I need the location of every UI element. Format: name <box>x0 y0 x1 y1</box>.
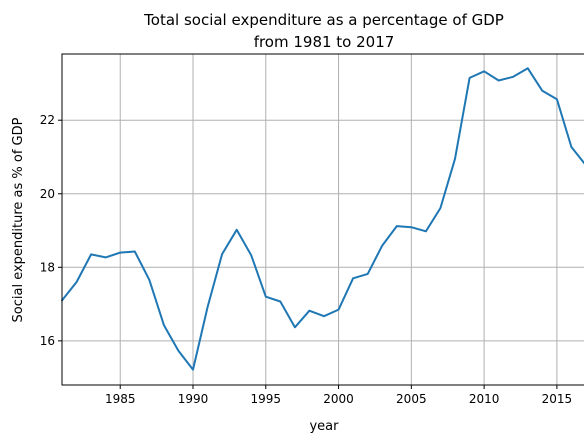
x-tick-label: 2010 <box>469 392 500 406</box>
chart-subtitle: from 1981 to 2017 <box>254 33 395 51</box>
x-tick-label: 1990 <box>178 392 209 406</box>
axis-ticks: 1985 1990 1995 2000 2005 2010 2015 16 18 20 22 <box>40 113 572 406</box>
chart-title: Total social expenditure as a percentage… <box>143 11 504 29</box>
y-axis-label: Social expenditure as % of GDP <box>11 117 26 322</box>
x-tick-label: 1995 <box>251 392 282 406</box>
y-tick-label: 22 <box>40 113 55 127</box>
y-tick-label: 20 <box>40 187 55 201</box>
y-tick-label: 16 <box>40 334 55 348</box>
x-tick-label: 2005 <box>396 392 427 406</box>
x-tick-label: 1985 <box>105 392 136 406</box>
series-line <box>61 67 584 371</box>
grid <box>62 54 584 385</box>
x-axis-label: year <box>309 419 339 434</box>
series-layer <box>61 67 584 371</box>
x-tick-label: 2000 <box>323 392 354 406</box>
x-tick-label: 2015 <box>542 392 573 406</box>
plot-frame <box>61 53 584 386</box>
y-tick-label: 18 <box>40 260 55 274</box>
